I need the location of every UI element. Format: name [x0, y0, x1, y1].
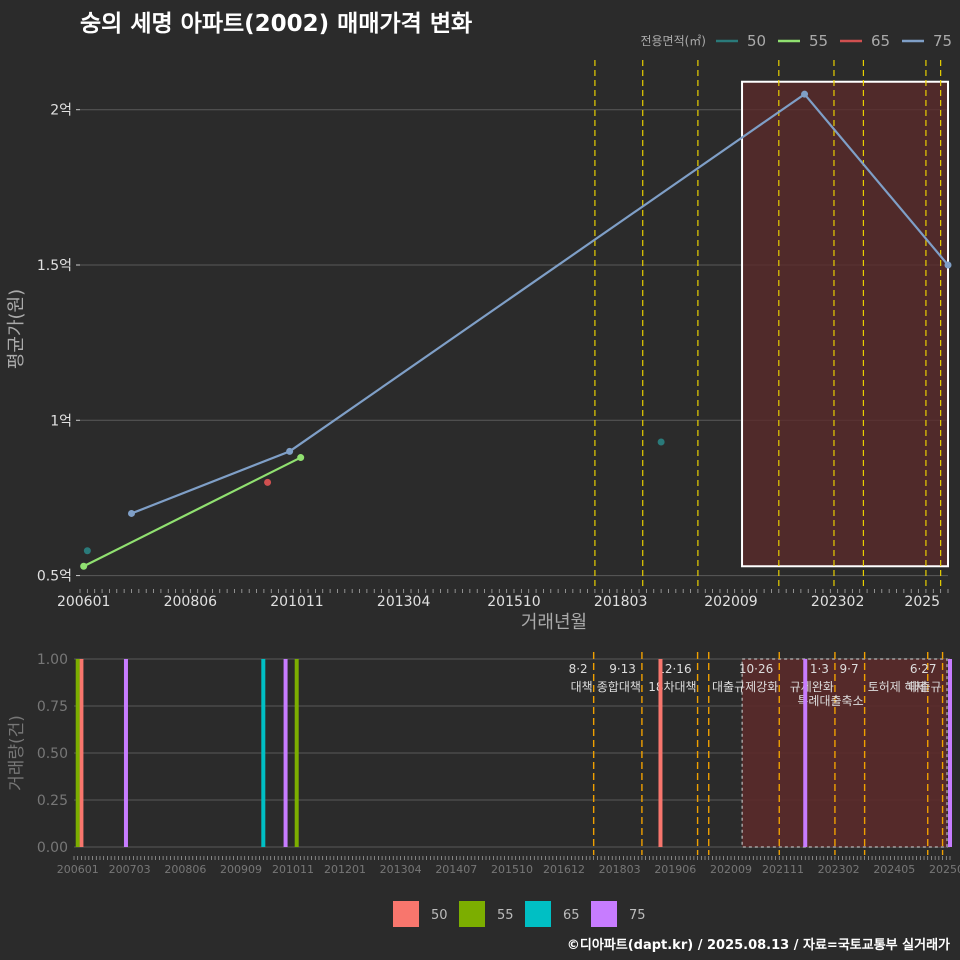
bottom-x-tick-label: 201407 — [435, 863, 477, 876]
top-y-tick-label: 1.5억 — [37, 258, 72, 274]
bottom-legend-swatch-50 — [393, 901, 419, 927]
bottom-legend-label-75: 75 — [629, 908, 646, 923]
data-point-75 — [801, 90, 809, 98]
bottom-x-tick-label: 201011 — [272, 863, 314, 876]
bottom-x-tick-label: 202508 — [929, 863, 960, 876]
volume-bar-75 — [123, 659, 128, 847]
volume-bar-75 — [948, 659, 952, 847]
page-title: 숭의 세명 아파트(2002) 매매가격 변화 — [80, 11, 473, 37]
top-y-tick-label: 1억 — [50, 413, 72, 429]
top-x-tick-label: 2025 — [904, 594, 940, 610]
policy-name-label: 대출규제강화 — [712, 680, 778, 694]
series-line-75 — [131, 92, 949, 515]
series-line-55 — [83, 456, 302, 568]
bottom-x-tick-label: 202009 — [710, 863, 752, 876]
top-x-tick-label: 202009 — [704, 594, 757, 610]
policy-name-label: 토허제 해제 — [868, 680, 927, 694]
volume-bar-55 — [294, 659, 299, 847]
volume-bar-55 — [75, 659, 80, 847]
bottom-x-tick-label: 200806 — [164, 863, 206, 876]
policy-date-label: 9·7 — [840, 662, 859, 676]
bottom-y-tick-label: 0.25 — [37, 793, 68, 809]
volume-bar-50 — [79, 659, 84, 847]
policy-date-label: 10·26 — [739, 662, 773, 676]
policy-name-label: 18차대책 — [648, 679, 696, 694]
top-y-axis-label: 평균가(원) — [6, 289, 27, 369]
bottom-x-tick-label: 201612 — [543, 863, 585, 876]
top-x-tick-label: 201803 — [594, 594, 647, 610]
legend-title: 전용면적(㎡) — [640, 34, 706, 48]
bottom-x-tick-label: 200909 — [220, 863, 262, 876]
bottom-x-tick-label: 201803 — [599, 863, 641, 876]
bottom-legend-swatch-75 — [591, 901, 617, 927]
bottom-x-tick-label: 200703 — [109, 863, 151, 876]
volume-bar-65 — [261, 659, 266, 847]
bottom-legend-swatch-65 — [525, 901, 551, 927]
policy-name-label: 대책 — [571, 679, 593, 694]
bottom-legend-swatch-55 — [459, 901, 485, 927]
bottom-y-tick-label: 0.75 — [37, 699, 68, 715]
data-point-75 — [944, 261, 952, 269]
legend-label-55: 55 — [809, 32, 828, 50]
data-point-75 — [127, 509, 135, 517]
top-x-tick-label: 201304 — [377, 594, 431, 610]
volume-bar-50 — [658, 659, 663, 847]
policy-name-label: 특례대출축소 — [797, 694, 863, 708]
legend-label-50: 50 — [747, 32, 766, 50]
policy-date-label: 12·16 — [657, 662, 691, 676]
top-x-tick-label: 200601 — [57, 594, 110, 610]
policy-name-label: 대출규 — [908, 680, 941, 694]
bottom-legend-label-65: 65 — [563, 908, 580, 923]
policy-name-label: 규제완화 — [790, 680, 834, 694]
bottom-y-tick-label: 1.00 — [37, 652, 68, 668]
bottom-x-tick-label: 200601 — [57, 863, 99, 876]
top-x-axis-label: 거래년월 — [521, 612, 587, 633]
top-y-tick-label: 0.5억 — [37, 569, 72, 585]
bottom-y-tick-label: 0.00 — [37, 840, 68, 856]
top-x-tick-label: 201510 — [487, 594, 540, 610]
top-x-tick-label: 200806 — [164, 594, 218, 610]
data-point-55 — [297, 454, 305, 462]
policy-name-label: 종합대책 — [597, 679, 641, 694]
policy-date-label: 6·27 — [910, 662, 937, 676]
bottom-x-tick-label: 201510 — [491, 863, 533, 876]
data-point-55 — [80, 562, 88, 570]
top-x-tick-label: 202302 — [811, 594, 864, 610]
bottom-x-tick-label: 201201 — [324, 863, 366, 876]
top-x-tick-label: 201011 — [270, 594, 323, 610]
bottom-y-axis-label: 거래량(건) — [7, 715, 27, 791]
bottom-highlight-box — [741, 658, 948, 848]
bottom-y-tick-label: 0.50 — [37, 746, 68, 762]
bottom-x-tick-label: 201304 — [380, 863, 422, 876]
bottom-legend-label-55: 55 — [497, 908, 514, 923]
bottom-x-tick-label: 202405 — [873, 863, 915, 876]
policy-date-label: 8·2 — [569, 662, 588, 676]
top-highlight-box — [741, 80, 949, 568]
bottom-legend-label-50: 50 — [431, 908, 448, 923]
policy-date-label: 9·13 — [609, 662, 636, 676]
top-y-tick-label: 2억 — [50, 103, 72, 119]
bottom-x-tick-label: 202111 — [762, 863, 804, 876]
bottom-x-tick-label: 202302 — [818, 863, 860, 876]
data-point-65 — [264, 478, 272, 486]
volume-bar-75 — [803, 659, 808, 847]
data-point-50 — [83, 547, 91, 555]
bottom-x-tick-label: 201906 — [654, 863, 696, 876]
footer-credit: ©디아파트(dapt.kr) / 2025.08.13 / 자료=국토교통부 실… — [566, 938, 950, 953]
legend-label-65: 65 — [871, 32, 890, 50]
data-point-50 — [657, 438, 665, 446]
legend-label-75: 75 — [933, 32, 952, 50]
data-point-75 — [286, 447, 294, 455]
policy-date-label: 1·3 — [810, 662, 829, 676]
volume-bar-75 — [283, 659, 288, 847]
